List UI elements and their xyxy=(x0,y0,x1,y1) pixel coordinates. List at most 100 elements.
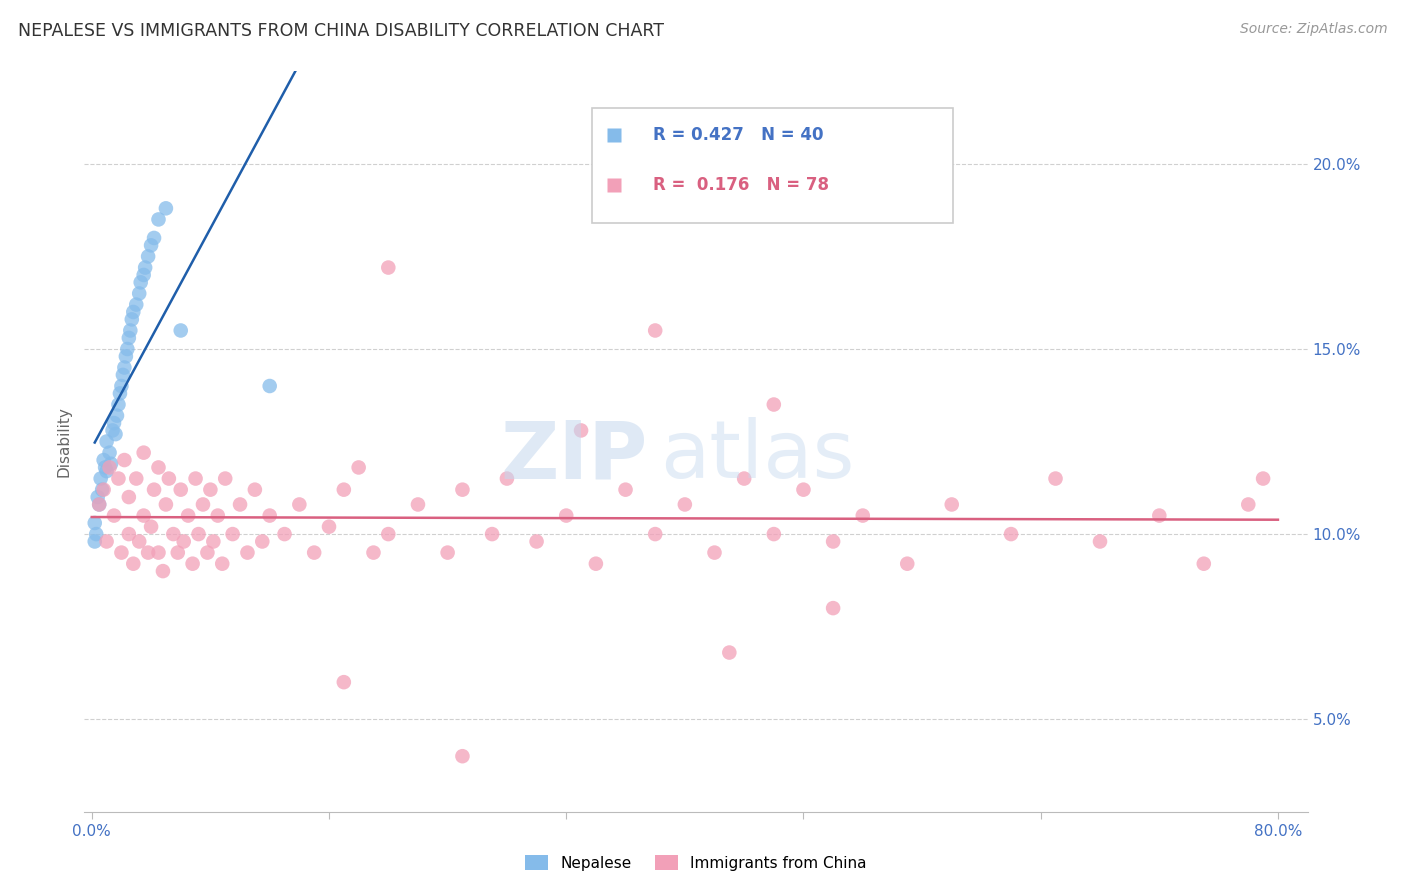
Point xyxy=(100,457,122,471)
Point xyxy=(481,527,503,541)
Point xyxy=(155,202,177,216)
Point xyxy=(98,460,121,475)
Point xyxy=(136,545,159,560)
Point xyxy=(170,324,193,338)
Point xyxy=(122,305,145,319)
Point xyxy=(103,508,125,523)
Point xyxy=(673,498,696,512)
Point xyxy=(107,471,129,485)
Point xyxy=(136,250,159,264)
Y-axis label: Disability: Disability xyxy=(56,406,72,477)
Point xyxy=(1149,508,1171,523)
Text: Source: ZipAtlas.com: Source: ZipAtlas.com xyxy=(1240,22,1388,37)
Point xyxy=(170,483,193,497)
Point xyxy=(101,424,124,438)
Point xyxy=(1237,498,1260,512)
Point xyxy=(148,545,170,560)
Point xyxy=(585,557,607,571)
Point xyxy=(104,427,127,442)
Point xyxy=(166,545,188,560)
Point xyxy=(120,324,142,338)
Point xyxy=(84,527,107,541)
Point xyxy=(252,534,274,549)
Point xyxy=(569,424,592,438)
Point xyxy=(1045,471,1067,485)
Point xyxy=(451,749,474,764)
Point xyxy=(181,557,204,571)
Point xyxy=(1000,527,1022,541)
Point xyxy=(762,527,785,541)
Point xyxy=(184,471,207,485)
Point xyxy=(451,483,474,497)
Point xyxy=(436,545,458,560)
Point xyxy=(555,508,578,523)
Point xyxy=(703,545,725,560)
Point xyxy=(143,231,166,245)
Point xyxy=(134,260,156,275)
Point xyxy=(644,527,666,541)
Point xyxy=(152,564,174,578)
Point xyxy=(211,557,233,571)
Point xyxy=(148,460,170,475)
Point xyxy=(896,557,918,571)
Point xyxy=(377,260,399,275)
Point xyxy=(96,434,118,449)
Point xyxy=(117,342,139,356)
Point xyxy=(89,498,111,512)
Point xyxy=(118,331,141,345)
Point xyxy=(733,471,755,485)
Point xyxy=(132,445,155,459)
Point xyxy=(107,398,129,412)
Point xyxy=(111,368,134,382)
Point xyxy=(288,498,311,512)
Point xyxy=(112,360,135,375)
Point xyxy=(177,508,200,523)
Point xyxy=(614,483,637,497)
Point xyxy=(89,498,111,512)
Point xyxy=(221,527,243,541)
Point xyxy=(91,483,114,497)
Point xyxy=(302,545,325,560)
Point xyxy=(363,545,385,560)
Point xyxy=(259,508,281,523)
Point xyxy=(110,545,132,560)
Point xyxy=(132,508,155,523)
Text: NEPALESE VS IMMIGRANTS FROM CHINA DISABILITY CORRELATION CHART: NEPALESE VS IMMIGRANTS FROM CHINA DISABI… xyxy=(18,22,664,40)
Point xyxy=(1088,534,1111,549)
Point xyxy=(1192,557,1215,571)
Point xyxy=(207,508,229,523)
Point xyxy=(333,675,356,690)
Point xyxy=(118,527,141,541)
Point xyxy=(132,268,155,282)
Point xyxy=(762,398,785,412)
Point xyxy=(139,238,162,252)
Point xyxy=(98,445,121,459)
Point xyxy=(103,416,125,430)
Point xyxy=(148,212,170,227)
Point xyxy=(941,498,963,512)
Point xyxy=(105,409,128,423)
Point xyxy=(1251,471,1274,485)
Point xyxy=(128,286,150,301)
Point xyxy=(128,534,150,549)
Point xyxy=(191,498,214,512)
FancyBboxPatch shape xyxy=(592,108,953,223)
Point xyxy=(214,471,236,485)
Point xyxy=(173,534,195,549)
Point xyxy=(155,498,177,512)
Point xyxy=(187,527,209,541)
Point xyxy=(197,545,219,560)
Legend: Nepalese, Immigrants from China: Nepalese, Immigrants from China xyxy=(526,855,866,871)
Point xyxy=(93,483,115,497)
Point xyxy=(90,471,112,485)
Point xyxy=(333,483,356,497)
Point xyxy=(243,483,266,497)
Point xyxy=(115,350,138,364)
Point xyxy=(112,453,135,467)
Point xyxy=(83,516,105,530)
Text: ZIP: ZIP xyxy=(501,417,647,495)
Point xyxy=(129,276,152,290)
Point xyxy=(143,483,166,497)
Point xyxy=(526,534,548,549)
Point xyxy=(644,324,666,338)
